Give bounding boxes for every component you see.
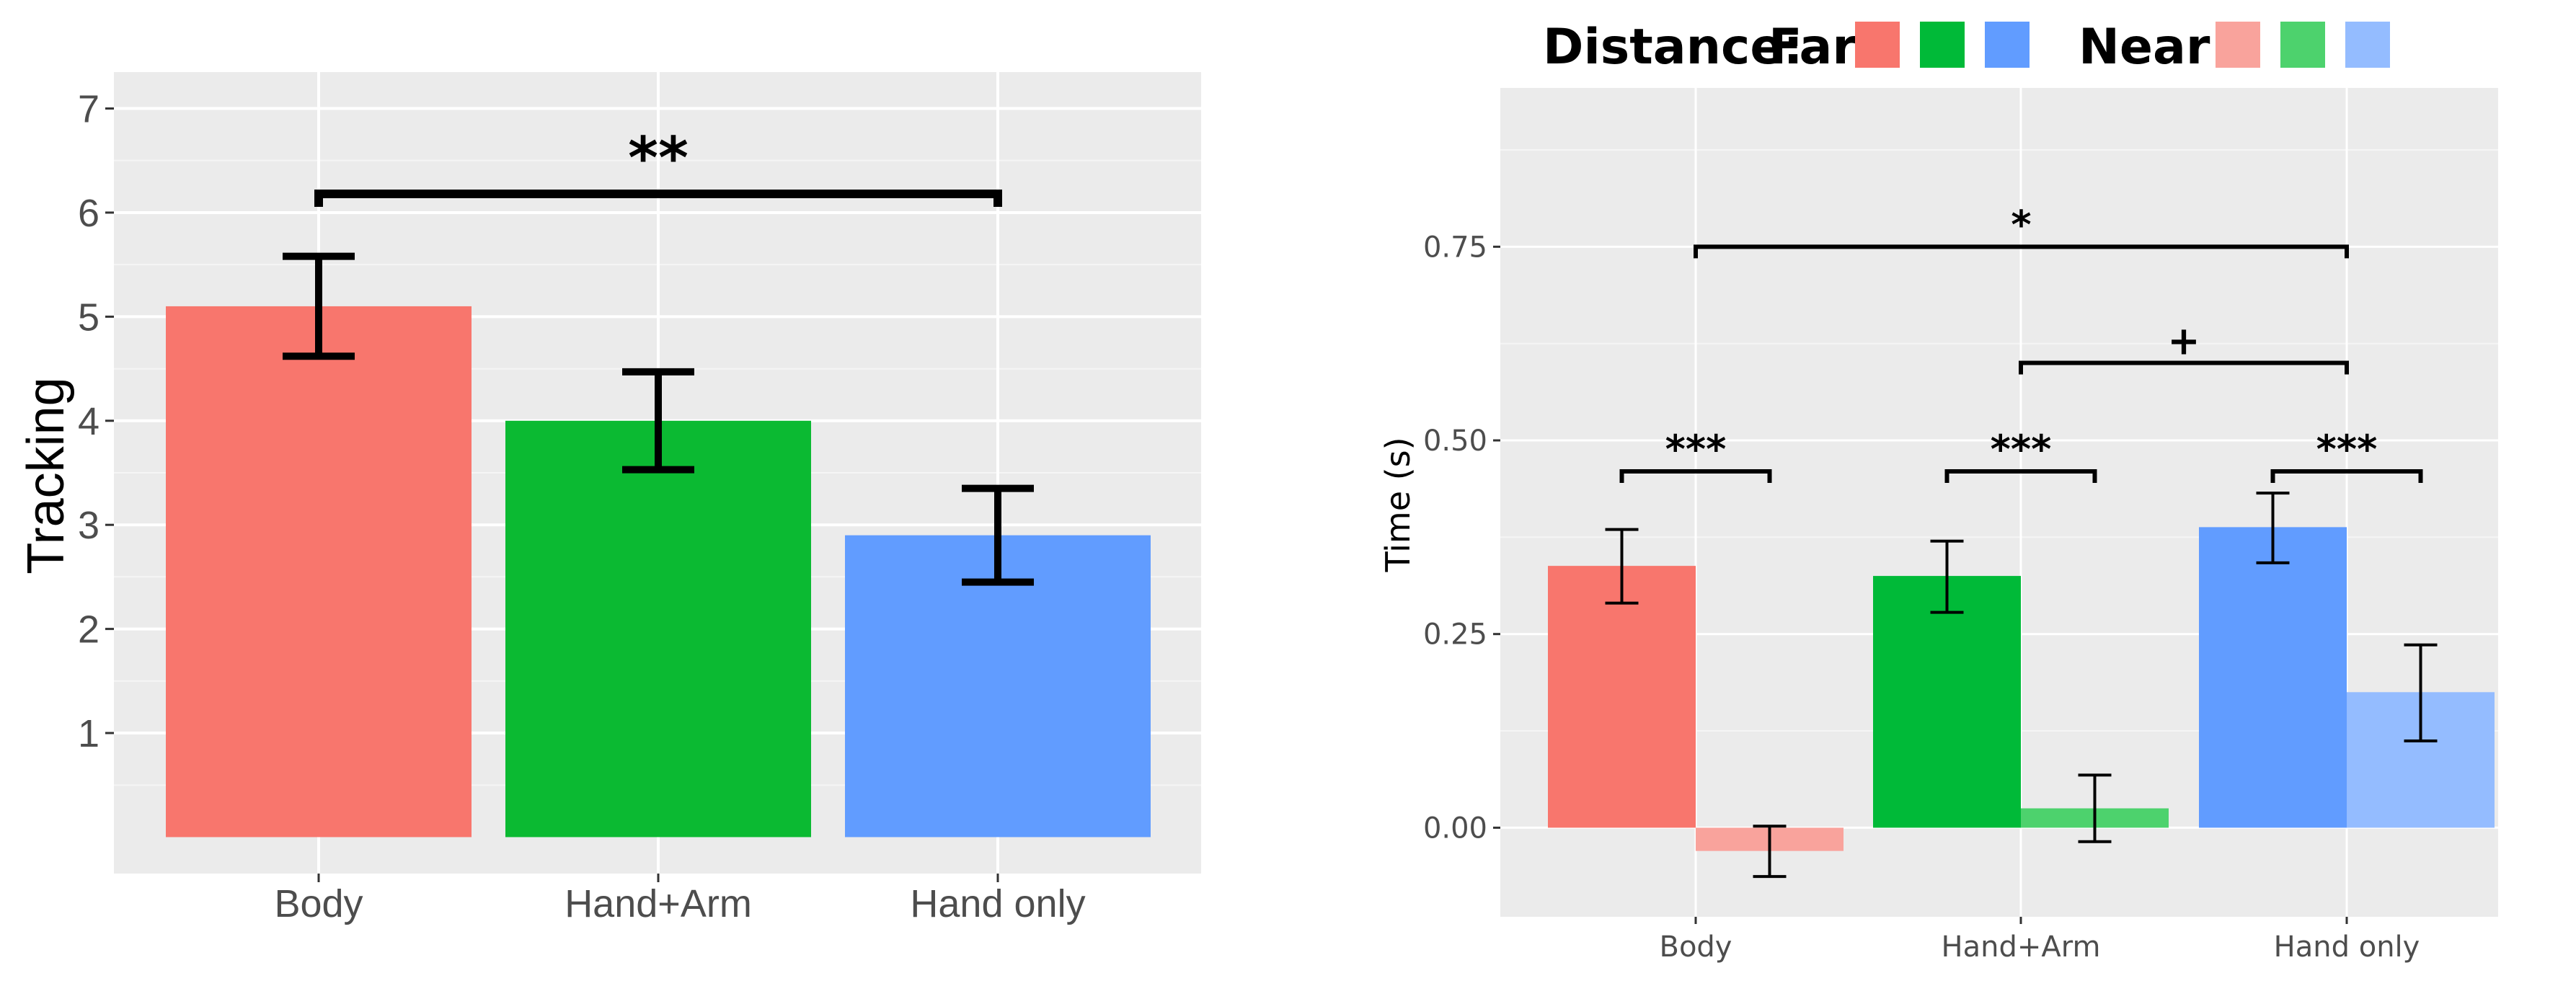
- right-bar-far-1: [1873, 576, 2021, 828]
- left-bars: [166, 306, 1151, 838]
- legend-swatches: [1855, 22, 2390, 68]
- left-y-tick-label: 3: [78, 504, 99, 547]
- left-y-tick-label: 4: [78, 400, 99, 443]
- right-errorbar-near-2: [2404, 643, 2438, 743]
- right-errorbar-far-1: [1930, 539, 1964, 614]
- left-x-tick-label: Hand+Arm: [565, 882, 752, 925]
- right-bar-far-0: [1548, 566, 1696, 828]
- legend-label-near: Near: [2079, 19, 2210, 76]
- right-errorbar-far-0: [1605, 528, 1639, 605]
- right-y-tick-label: 0.25: [1423, 618, 1487, 652]
- right-y-tick-label: 0.50: [1423, 425, 1487, 458]
- right-y-tick-label: 0.75: [1423, 231, 1487, 264]
- left-y-axis-title: Tracking: [17, 377, 75, 574]
- right-chart: 0.00 0.25 0.50 0.75 Body Hand+Arm Hand only * +…: [1378, 88, 2498, 964]
- legend-title: Distance:: [1543, 19, 1803, 76]
- left-errorbar-1: [622, 368, 694, 474]
- right-significance-brackets: * + *** *** ***: [1619, 202, 2423, 484]
- left-errorbar-0: [283, 252, 355, 360]
- legend-swatch-far-0: [1855, 22, 1900, 68]
- right-x-tick-label: Hand+Arm: [1942, 930, 2101, 964]
- left-significance-label: **: [628, 125, 689, 192]
- right-significance-label: ***: [1665, 427, 1727, 472]
- right-y-axis-title: Time (s): [1378, 437, 1417, 572]
- right-significance-bracket: [1694, 244, 2349, 259]
- right-errorbar-near-0: [1753, 825, 1787, 879]
- right-significance-bracket: [2270, 469, 2423, 484]
- left-significance-brackets: **: [314, 125, 1002, 207]
- legend: Distance: Far Near: [1543, 19, 2390, 76]
- right-x-tick-label: Hand only: [2274, 930, 2420, 964]
- left-axis-ticks: 1 2 3 4 5 6 7 Body Hand+Arm Hand only: [78, 88, 1086, 925]
- left-chart: 1 2 3 4 5 6 7 Body Hand+Arm Hand only ** Tracking: [17, 72, 1201, 925]
- left-y-tick-label: 6: [78, 192, 99, 235]
- right-bars: [1548, 527, 2495, 851]
- right-significance-label: *: [2011, 202, 2031, 247]
- right-significance-label: ***: [1991, 427, 2052, 472]
- left-y-tick-label: 7: [78, 88, 99, 131]
- right-significance-label: +: [2167, 319, 2200, 364]
- left-errorbar-2: [962, 484, 1034, 586]
- legend-swatch-far-1: [1920, 22, 1965, 68]
- legend-swatch-near-0: [2216, 22, 2260, 68]
- left-y-tick-label: 1: [78, 712, 99, 755]
- legend-label-far: Far: [1769, 19, 1856, 76]
- left-errorbars: [283, 252, 1034, 586]
- right-significance-bracket: [2019, 360, 2349, 375]
- right-significance-bracket: [1619, 469, 1772, 484]
- right-errorbars: [1605, 492, 2438, 879]
- right-significance-bracket: [1944, 469, 2097, 484]
- left-significance-bracket: [314, 189, 1002, 207]
- right-bar-far-2: [2199, 527, 2347, 828]
- legend-swatch-near-1: [2280, 22, 2325, 68]
- left-bar-1: [505, 420, 811, 838]
- right-significance-label: ***: [2316, 427, 2378, 472]
- left-bar-0: [166, 306, 472, 838]
- legend-swatch-near-2: [2345, 22, 2390, 68]
- right-y-tick-label: 0.00: [1423, 812, 1487, 845]
- right-x-tick-label: Body: [1660, 930, 1732, 964]
- left-x-tick-label: Body: [274, 882, 363, 925]
- right-errorbar-far-2: [2256, 492, 2290, 564]
- left-y-tick-label: 2: [78, 608, 99, 652]
- right-axis-ticks: 0.00 0.25 0.50 0.75 Body Hand+Arm Hand only: [1423, 231, 2420, 964]
- left-x-tick-label: Hand only: [910, 882, 1085, 925]
- legend-swatch-far-2: [1985, 22, 2030, 68]
- left-y-tick-label: 5: [78, 296, 99, 339]
- right-errorbar-near-1: [2078, 773, 2112, 843]
